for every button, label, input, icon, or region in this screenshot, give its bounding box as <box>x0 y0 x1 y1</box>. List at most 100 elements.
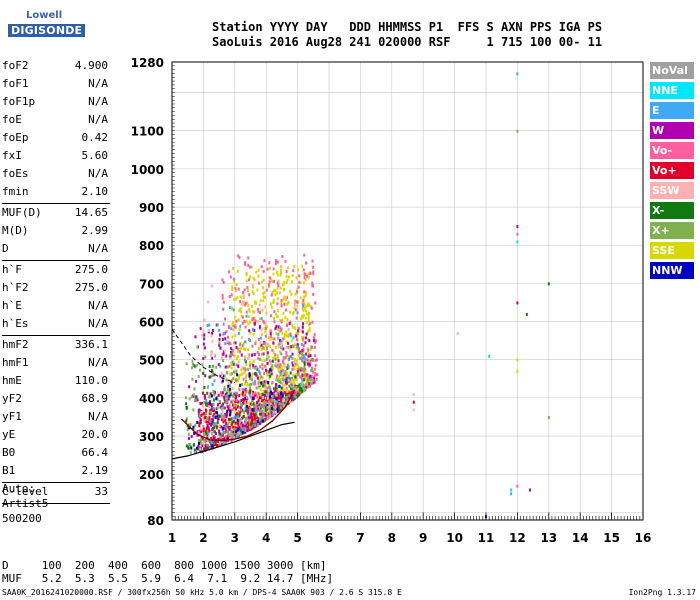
echo-point <box>275 364 278 368</box>
echo-point <box>223 374 226 378</box>
echo-point <box>229 405 232 409</box>
auto-version: 500200 <box>2 512 42 525</box>
echo-point <box>257 381 260 385</box>
echo-point <box>248 329 251 333</box>
echo-point <box>270 368 273 372</box>
echo-point <box>291 356 294 360</box>
echo-point <box>239 295 242 299</box>
echo-point <box>285 350 288 354</box>
echo-point <box>222 417 225 421</box>
echo-point <box>302 309 305 313</box>
echo-point <box>244 261 247 265</box>
echo-point <box>247 423 250 427</box>
echo-point <box>251 372 254 376</box>
echo-point <box>207 427 210 431</box>
echo-point <box>211 426 214 430</box>
echo-point <box>299 375 302 379</box>
echo-point <box>223 388 226 392</box>
echo-point <box>276 409 279 413</box>
echo-point <box>190 446 193 450</box>
echo-point <box>229 387 232 391</box>
echo-point <box>274 262 277 266</box>
echo-point <box>241 321 244 325</box>
echo-point <box>188 397 191 401</box>
echo-point <box>258 409 261 413</box>
echo-point <box>250 265 253 269</box>
echo-point <box>308 311 311 315</box>
echo-point <box>235 345 238 349</box>
echo-point <box>269 276 272 280</box>
echo-point <box>282 378 285 382</box>
echo-point <box>291 323 294 327</box>
echo-point <box>234 391 237 395</box>
echo-point <box>199 368 202 372</box>
echo-point <box>247 348 250 352</box>
echo-point <box>269 390 272 394</box>
echo-point <box>202 424 205 428</box>
echo-point <box>269 345 272 349</box>
echo-point <box>263 400 266 404</box>
echo-point <box>191 359 194 363</box>
echo-point <box>228 403 231 407</box>
echo-point <box>306 303 309 307</box>
echo-point <box>229 437 232 440</box>
echo-point <box>237 287 240 291</box>
echo-point <box>259 357 262 361</box>
echo-point <box>239 432 242 436</box>
echo-point <box>252 396 255 400</box>
echo-point <box>299 281 302 285</box>
echo-point <box>308 384 311 388</box>
echo-point <box>314 363 317 367</box>
echo-point <box>289 310 292 314</box>
param-value: N/A <box>88 356 108 369</box>
echo-point <box>210 437 213 441</box>
echo-point <box>216 421 219 425</box>
echo-point <box>215 397 218 401</box>
echo-point <box>248 374 251 378</box>
echo-point <box>244 387 247 391</box>
echo-point <box>266 405 269 409</box>
echo-point <box>302 344 305 348</box>
param-row: yF2 68.9 <box>2 391 110 409</box>
echo-point <box>270 314 273 318</box>
echo-point <box>412 408 415 412</box>
echo-point <box>249 320 252 324</box>
echo-point <box>268 411 271 415</box>
echo-point <box>239 423 242 427</box>
echo-point <box>286 278 289 282</box>
echo-point <box>230 366 233 370</box>
param-value: 2.99 <box>81 224 109 237</box>
echo-point <box>231 335 234 339</box>
echo-point <box>211 432 214 436</box>
echo-point <box>254 319 257 323</box>
echo-point <box>249 366 252 370</box>
echo-point <box>287 301 290 305</box>
param-value: 20.0 <box>81 428 109 441</box>
logo-lowell-text: Lowell <box>26 10 63 21</box>
echo-point <box>228 419 231 423</box>
echo-point <box>224 425 227 429</box>
echo-point <box>265 405 268 409</box>
echo-point <box>245 314 248 318</box>
echo-point <box>240 399 243 403</box>
echo-point <box>246 421 249 425</box>
echo-point <box>280 339 283 343</box>
echo-point <box>276 302 279 306</box>
echo-point <box>280 365 283 369</box>
echo-point <box>192 425 195 429</box>
legend-item-w: W <box>650 122 694 139</box>
echo-point <box>296 304 299 308</box>
echo-point <box>207 431 210 435</box>
echo-point <box>253 310 256 314</box>
echo-point <box>242 347 245 351</box>
echo-point <box>208 405 211 409</box>
echo-point <box>210 407 213 411</box>
echo-point <box>288 396 291 400</box>
echo-point <box>265 346 268 350</box>
echo-point <box>262 319 265 323</box>
echo-point <box>199 327 202 331</box>
scaled-parameters-panel: foF2 4.900 foF1 N/A foF1p N/A foE N/A foEp 0.42 fx… <box>2 58 110 505</box>
echo-point <box>264 415 267 419</box>
echo-point <box>301 353 304 357</box>
echo-point <box>268 414 271 418</box>
